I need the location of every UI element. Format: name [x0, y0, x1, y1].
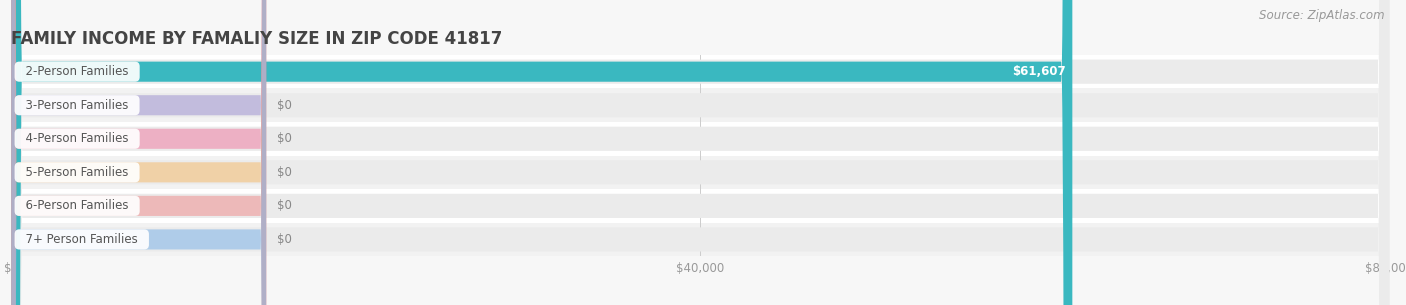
Text: 3-Person Families: 3-Person Families [18, 99, 136, 112]
FancyBboxPatch shape [11, 0, 266, 305]
FancyBboxPatch shape [11, 0, 1389, 305]
Text: 7+ Person Families: 7+ Person Families [18, 233, 145, 246]
Text: 2-Person Families: 2-Person Families [18, 65, 136, 78]
FancyBboxPatch shape [11, 0, 1389, 305]
FancyBboxPatch shape [11, 0, 266, 305]
Text: $0: $0 [277, 166, 292, 179]
FancyBboxPatch shape [11, 0, 1389, 305]
FancyBboxPatch shape [11, 0, 266, 305]
Text: $0: $0 [277, 233, 292, 246]
Bar [11, 189, 1389, 223]
Text: 6-Person Families: 6-Person Families [18, 199, 136, 212]
FancyBboxPatch shape [11, 0, 1389, 305]
Text: Source: ZipAtlas.com: Source: ZipAtlas.com [1260, 9, 1385, 22]
FancyBboxPatch shape [11, 0, 266, 305]
Text: $0: $0 [277, 132, 292, 145]
Text: FAMILY INCOME BY FAMALIY SIZE IN ZIP CODE 41817: FAMILY INCOME BY FAMALIY SIZE IN ZIP COD… [11, 30, 502, 48]
Bar [11, 55, 1389, 88]
FancyBboxPatch shape [11, 0, 266, 305]
FancyBboxPatch shape [11, 0, 1389, 305]
Text: 4-Person Families: 4-Person Families [18, 132, 136, 145]
Text: $61,607: $61,607 [1012, 65, 1066, 78]
Bar [11, 156, 1389, 189]
FancyBboxPatch shape [11, 0, 1073, 305]
Bar [11, 223, 1389, 256]
Text: $0: $0 [277, 199, 292, 212]
FancyBboxPatch shape [11, 0, 1389, 305]
Text: 5-Person Families: 5-Person Families [18, 166, 136, 179]
Text: $0: $0 [277, 99, 292, 112]
Bar [11, 122, 1389, 156]
Bar [11, 88, 1389, 122]
